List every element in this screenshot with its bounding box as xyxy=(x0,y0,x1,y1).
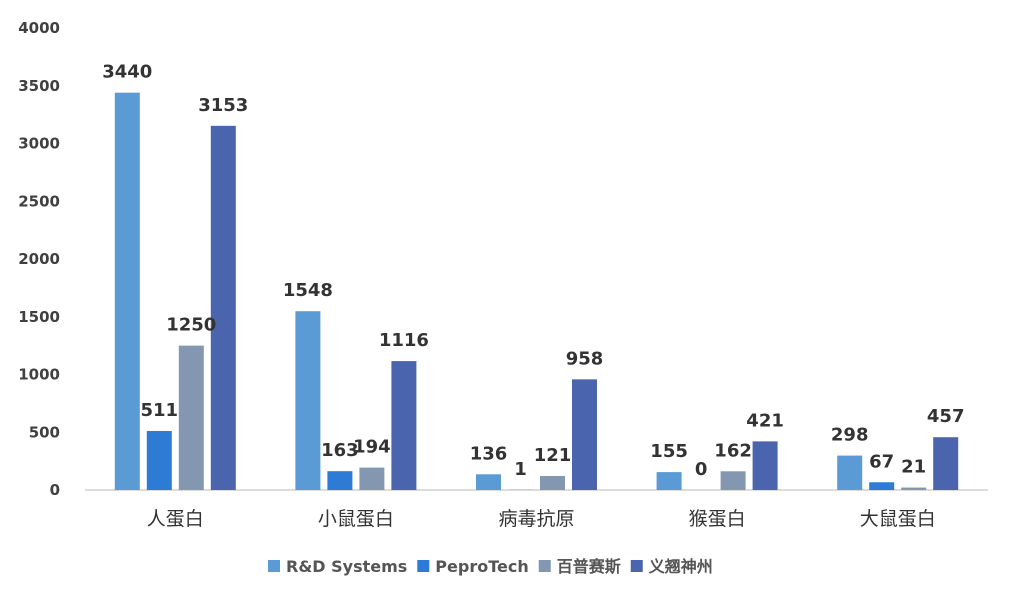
bar xyxy=(572,379,597,490)
legend-swatch xyxy=(630,560,643,572)
data-label: 163 xyxy=(321,440,359,461)
x-category-label: 人蛋白 xyxy=(147,508,204,530)
bar xyxy=(327,471,353,490)
data-label: 457 xyxy=(927,406,965,427)
bar xyxy=(146,430,172,490)
bar xyxy=(837,455,863,490)
x-category-label: 大鼠蛋白 xyxy=(860,508,936,530)
bar xyxy=(114,92,140,491)
bar xyxy=(476,474,501,490)
y-tick-label: 1500 xyxy=(18,308,60,326)
data-label: 3440 xyxy=(102,62,152,83)
data-label: 162 xyxy=(714,440,752,461)
x-category-label: 小鼠蛋白 xyxy=(318,508,394,530)
data-label: 298 xyxy=(831,425,869,446)
legend-item: 义翘神州 xyxy=(630,557,713,576)
y-tick-label: 3000 xyxy=(18,135,60,153)
bar-series-group xyxy=(114,92,959,491)
bar xyxy=(720,471,746,490)
legend-label: 义翘神州 xyxy=(649,557,713,576)
bar xyxy=(210,125,236,491)
legend-label: 百普赛斯 xyxy=(557,557,621,576)
y-tick-label: 500 xyxy=(29,423,60,441)
bar xyxy=(869,482,895,490)
data-label: 1250 xyxy=(166,315,216,336)
y-tick-label: 3500 xyxy=(18,77,60,95)
x-category-label: 病毒抗原 xyxy=(498,508,574,530)
bar xyxy=(178,345,204,490)
legend: R&D Systems PeproTech 百普赛斯 义翘神州 xyxy=(268,557,713,576)
y-tick-label: 4000 xyxy=(18,19,60,37)
data-label: 511 xyxy=(141,400,179,421)
x-axis-categories: 人蛋白 小鼠蛋白 病毒抗原 猴蛋白 大鼠蛋白 xyxy=(147,508,936,530)
legend-swatch xyxy=(538,560,551,572)
y-axis: 0 500 1000 1500 2000 2500 3000 3500 4000 xyxy=(18,19,60,499)
data-label: 136 xyxy=(470,443,508,464)
bar xyxy=(359,467,385,490)
legend-item: R&D Systems xyxy=(268,557,407,576)
bar xyxy=(391,361,417,490)
data-label: 121 xyxy=(534,445,572,466)
y-tick-label: 2000 xyxy=(18,250,60,268)
data-label: 155 xyxy=(650,441,688,462)
legend-label: R&D Systems xyxy=(286,557,407,576)
data-label: 21 xyxy=(901,457,926,478)
bar xyxy=(752,441,778,490)
legend-label: PeproTech xyxy=(435,557,528,576)
legend-swatch xyxy=(417,560,430,572)
data-label: 958 xyxy=(566,348,604,369)
bar xyxy=(901,487,927,490)
y-tick-label: 0 xyxy=(50,481,60,499)
x-category-label: 猴蛋白 xyxy=(689,508,746,530)
data-label: 0 xyxy=(695,459,708,480)
data-label: 1116 xyxy=(379,330,429,351)
legend-item: 百普赛斯 xyxy=(538,557,621,576)
bar xyxy=(656,472,682,490)
legend-item: PeproTech xyxy=(417,557,529,576)
data-label: 421 xyxy=(746,410,784,431)
bar xyxy=(540,476,565,490)
bar xyxy=(933,437,959,490)
data-label: 194 xyxy=(353,437,391,458)
data-label: 67 xyxy=(869,451,894,472)
bar xyxy=(295,311,321,490)
data-label: 1 xyxy=(514,459,527,480)
legend-swatch xyxy=(268,560,280,572)
y-tick-label: 1000 xyxy=(18,366,60,384)
data-label: 3153 xyxy=(198,95,248,116)
data-label: 1548 xyxy=(283,280,333,301)
y-tick-label: 2500 xyxy=(18,192,60,210)
